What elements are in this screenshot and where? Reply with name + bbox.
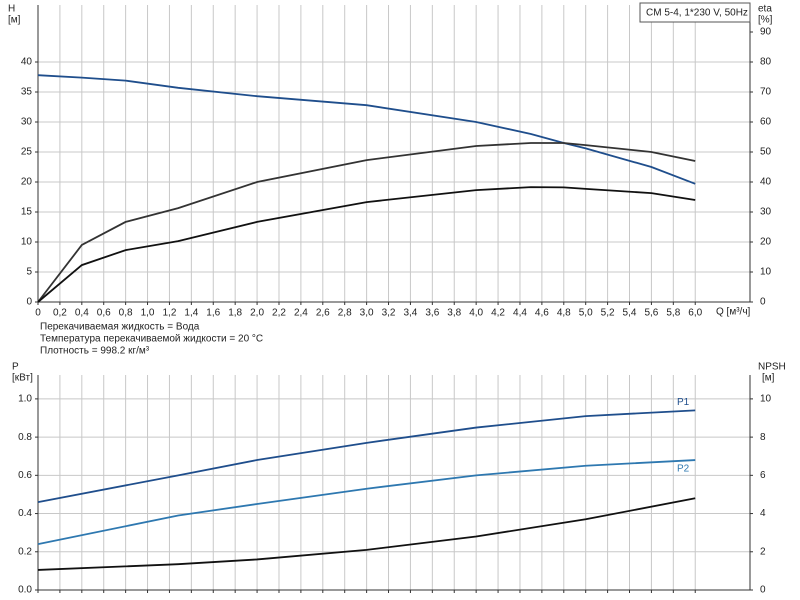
y-tick-label: 0.6: [18, 470, 32, 481]
x-tick-label: 4,0: [469, 308, 483, 319]
x-tick-label: 1,8: [228, 308, 242, 319]
y-unit: [кВт]: [12, 373, 33, 384]
x-tick-label: 2,6: [316, 308, 330, 319]
y-tick-label: 15: [21, 207, 33, 218]
x-tick-label: 2,2: [272, 308, 286, 319]
y2-tick-label: 90: [760, 27, 772, 38]
note: Температура перекачиваемой жидкости = 20…: [40, 334, 263, 345]
y2-tick-label: 80: [760, 57, 772, 68]
x-tick-label: 4,6: [535, 308, 549, 319]
x-tick-label: 5,0: [579, 308, 593, 319]
x-tick-label: 0,2: [53, 308, 67, 319]
y2-tick-label: 30: [760, 207, 772, 218]
y-tick-label: 40: [21, 57, 33, 68]
y2-tick-label: 6: [760, 470, 766, 481]
y-tick-label: 10: [21, 237, 33, 248]
y-tick-label: 0.2: [18, 546, 32, 557]
y-tick-label: 1.0: [18, 394, 32, 405]
curve: [37, 186, 696, 303]
x-tick-label: 5,6: [644, 308, 658, 319]
plots: 0 0,2 0,4 0,6 0,8 1,0 1,2 1,4 1,6 1,8 2,0 2,2 2,4 2,6…: [18, 5, 772, 596]
y2-tick-label: 10: [760, 267, 772, 278]
x-tick-label: 2,4: [294, 308, 308, 319]
y-tick-label: 35: [21, 87, 33, 98]
y-unit: [м]: [8, 15, 21, 26]
curve: [37, 497, 696, 571]
note: Плотность = 998.2 кг/м³: [40, 346, 150, 357]
curve: [37, 74, 696, 185]
x-tick-label: 1,6: [206, 308, 220, 319]
x-tick-label: 5,8: [666, 308, 680, 319]
x-tick-label: 5,2: [601, 308, 615, 319]
y-label: P: [12, 362, 19, 373]
curve: [37, 459, 696, 546]
x-tick-label: 5,4: [623, 308, 637, 319]
y2-tick-label: 2: [760, 546, 766, 557]
x-tick-label: 1,0: [141, 308, 155, 319]
y2-tick-label: 10: [760, 394, 772, 405]
y2-tick-label: 0: [760, 585, 766, 596]
series-label: P1: [677, 397, 690, 408]
y2-tick-label: 8: [760, 432, 766, 443]
x-tick-label: 1,4: [184, 308, 198, 319]
y-tick-label: 30: [21, 117, 33, 128]
curve: [37, 409, 696, 503]
y2-tick-label: 40: [760, 177, 772, 188]
y-tick-label: 0.0: [18, 585, 32, 596]
y2-unit: [%]: [758, 15, 773, 26]
y2-tick-label: 0: [760, 297, 766, 308]
y2-label: NPSH: [758, 362, 786, 373]
y2-tick-label: 70: [760, 87, 772, 98]
x-tick-label: 1,2: [162, 308, 176, 319]
x-tick-label: 0,8: [119, 308, 133, 319]
x-tick-label: 3,2: [382, 308, 396, 319]
x-tick-label: 0,4: [75, 308, 89, 319]
x-tick-label: 4,2: [491, 308, 505, 319]
x-tick-label: 4,4: [513, 308, 527, 319]
title-box: [639, 2, 751, 23]
chart-title: CM 5-4, 1*230 V, 50Hz: [646, 8, 748, 19]
y-tick-label: 20: [21, 177, 33, 188]
x-tick-label: 0: [35, 308, 41, 319]
x-tick-label: 3,8: [447, 308, 461, 319]
y2-unit: [м]: [762, 373, 775, 384]
x-tick-label: 3,6: [425, 308, 439, 319]
x-tick-label: 6,0: [688, 308, 702, 319]
x-tick-label: 0,6: [97, 308, 111, 319]
y-tick-label: 5: [26, 267, 32, 278]
x-tick-label: 2,8: [338, 308, 352, 319]
y-tick-label: 0.8: [18, 432, 32, 443]
series-label: P2: [677, 464, 690, 475]
x-tick-label: 3,4: [403, 308, 417, 319]
x-tick-label: 2,0: [250, 308, 264, 319]
y-tick-label: 0: [26, 297, 32, 308]
y-tick-label: 25: [21, 147, 33, 158]
y-tick-label: 0.4: [18, 508, 32, 519]
note: Перекачиваемая жидкость = Вода: [40, 322, 200, 333]
x-tick-label: 3,0: [360, 308, 374, 319]
curve: [37, 142, 696, 303]
y2-tick-label: 60: [760, 117, 772, 128]
y2-label: eta: [758, 4, 772, 15]
y-label: H: [8, 4, 15, 15]
x-tick-label: 4,8: [557, 308, 571, 319]
y2-tick-label: 4: [760, 508, 766, 519]
y2-tick-label: 50: [760, 147, 772, 158]
y2-tick-label: 20: [760, 237, 772, 248]
x-label: Q [м³/ч]: [716, 307, 751, 318]
